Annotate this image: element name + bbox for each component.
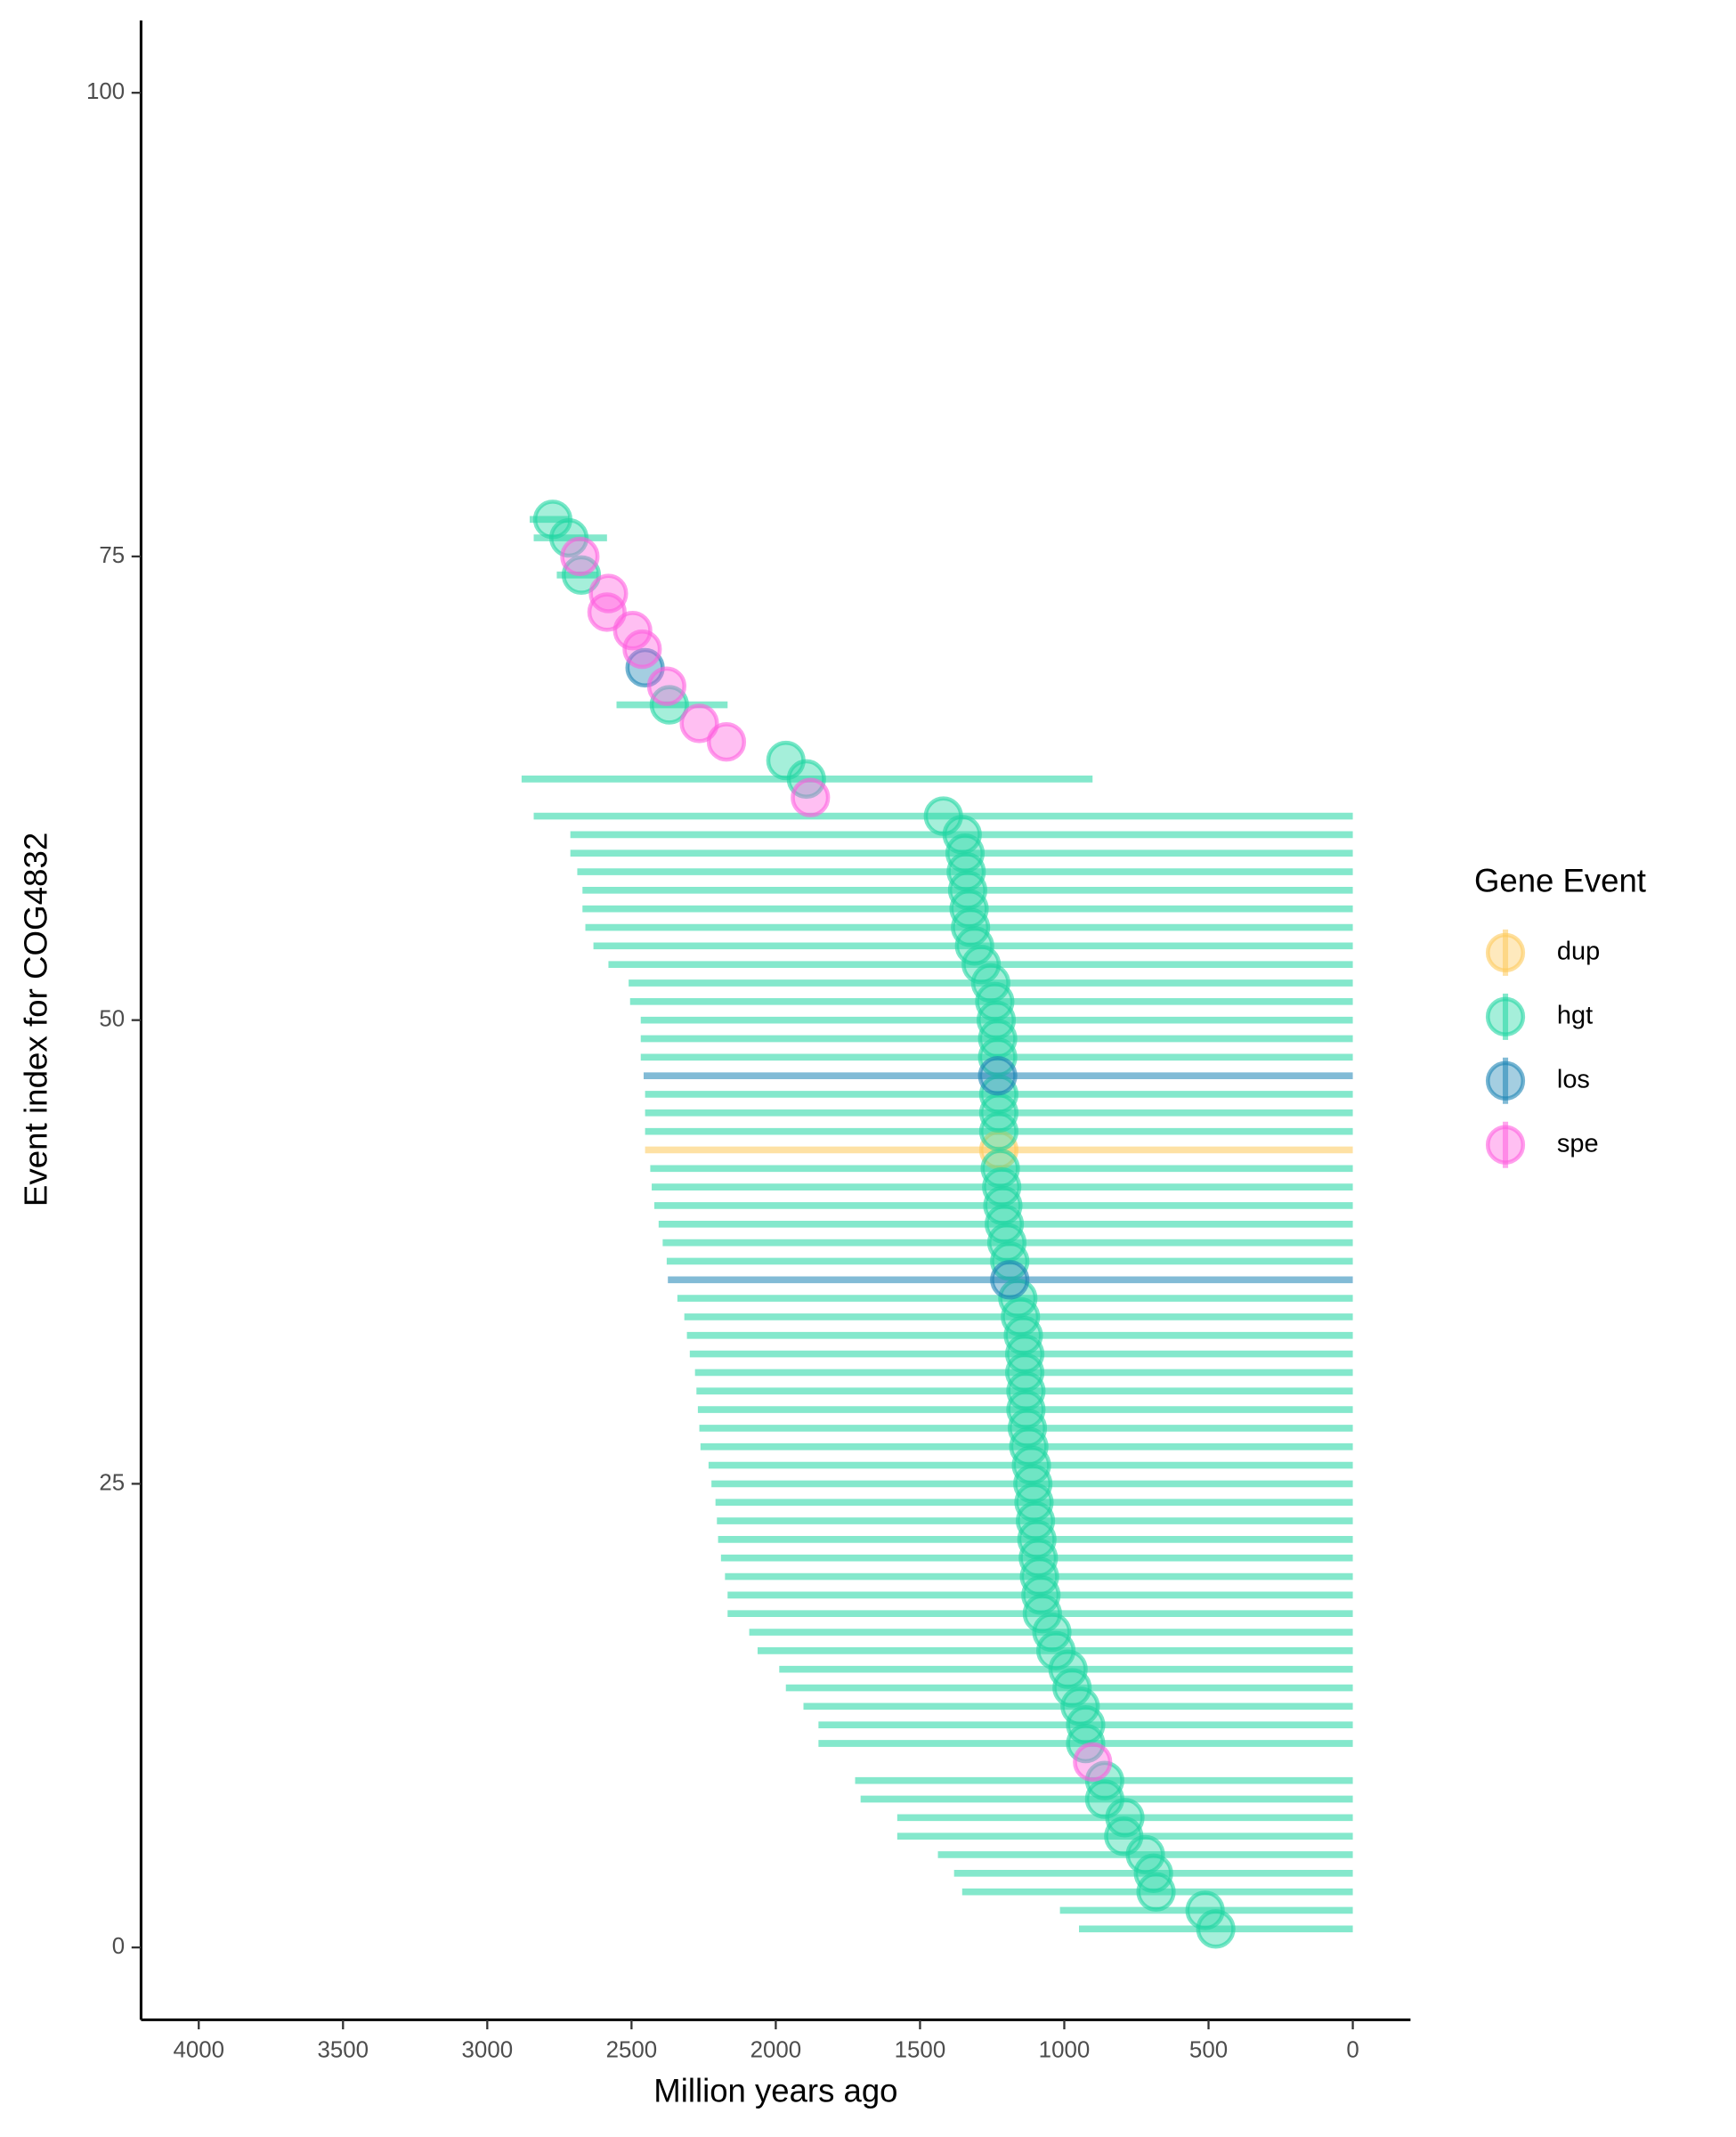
point [622,629,662,670]
x-axis-title: Million years ago [653,2073,897,2109]
x-tick-label: 1500 [895,2037,946,2062]
legend-key [1485,1060,1526,1101]
point [646,666,686,706]
point [588,573,629,613]
point [1196,1909,1236,1949]
point [970,963,1010,1003]
x-tick-label: 0 [1346,2037,1359,2062]
y-tick-label: 25 [99,1470,125,1495]
point [766,740,806,781]
point [923,796,963,836]
legend-key [1485,1125,1526,1165]
point [532,500,572,540]
point [791,777,831,817]
point [978,1055,1018,1096]
x-tick-label: 1000 [1039,2037,1091,2062]
x-tick-label: 2000 [750,2037,802,2062]
point [1032,1612,1072,1653]
y-axis-title: Event index for COG4832 [17,833,53,1207]
point [1185,1890,1225,1930]
x-tick-label: 2500 [606,2037,658,2062]
legend-label: hgt [1557,1001,1593,1029]
x-tick-label: 3500 [318,2037,369,2062]
legend-title: Gene Event [1474,862,1646,898]
y-tick-label: 50 [99,1006,125,1031]
y-tick-label: 100 [86,79,125,104]
legend-key [1485,932,1526,973]
point [980,1149,1020,1189]
y-tick-label: 75 [99,543,125,568]
point [560,536,600,577]
point [1073,1742,1113,1783]
point [990,1260,1030,1300]
x-tick-label: 4000 [173,2037,224,2062]
legend-key [1485,996,1526,1037]
point [706,722,747,762]
x-tick-label: 500 [1189,2037,1228,2062]
y-tick-label: 0 [112,1934,125,1959]
point [679,703,719,743]
legend-label: los [1557,1065,1590,1093]
legend-label: spe [1557,1129,1599,1158]
legend-label: dup [1557,938,1600,966]
x-tick-label: 3000 [462,2037,514,2062]
